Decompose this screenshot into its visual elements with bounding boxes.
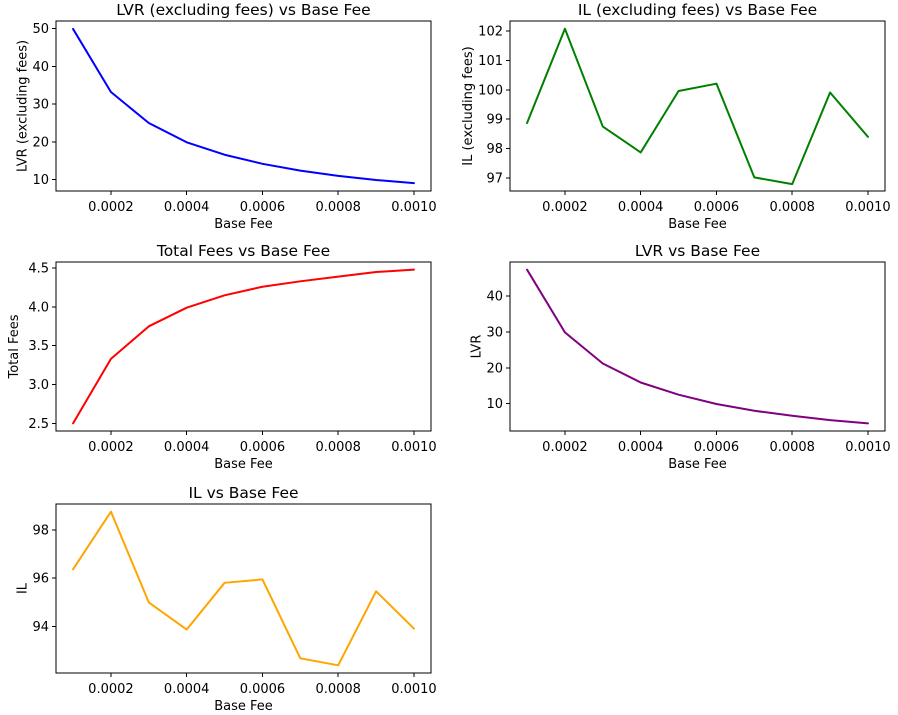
axes-frame <box>55 503 432 674</box>
subplot-4: 0.0002 0.0004 0.0006 0.0008 0.0010 10 20 30 40 LV… <box>469 242 890 472</box>
y-tick-label: 98 <box>32 523 49 538</box>
y-tick-label: 2.5 <box>28 417 49 432</box>
chart-title: LVR (excluding fees) vs Base Fee <box>116 1 370 19</box>
y-axis-label: LVR <box>469 335 484 359</box>
x-axis-label: Base Fee <box>668 217 727 232</box>
x-tick-label: 0.0008 <box>315 440 361 455</box>
y-tick-label: 99 <box>486 113 503 128</box>
x-tick-label: 0.0006 <box>694 200 740 215</box>
subplot-3: 0.0002 0.0004 0.0006 0.0008 0.0010 2.5 3.0 3.5 4… <box>7 242 437 472</box>
x-tick-label: 0.0002 <box>88 682 134 697</box>
x-tick-label: 0.0002 <box>542 200 588 215</box>
x-tick-label: 0.0010 <box>391 200 437 215</box>
series-line <box>72 510 415 667</box>
x-tick-label: 0.0002 <box>542 440 588 455</box>
axes-frame <box>55 261 432 432</box>
x-tick-label: 0.0006 <box>694 440 740 455</box>
subplot-5: 0.0002 0.0004 0.0006 0.0008 0.0010 94 96 98 IL v… <box>15 484 436 714</box>
y-tick-label: 4.5 <box>28 262 49 277</box>
y-tick-label: 20 <box>32 135 49 150</box>
series-line <box>72 268 415 425</box>
x-tick-label: 0.0006 <box>240 200 286 215</box>
x-tick-label: 0.0008 <box>769 440 815 455</box>
x-tick-label: 0.0008 <box>315 682 361 697</box>
series-line <box>72 27 415 185</box>
chart-title: IL vs Base Fee <box>188 484 298 502</box>
x-axis-label: Base Fee <box>668 457 727 472</box>
y-axis-label: IL <box>15 582 30 594</box>
x-tick-label: 0.0004 <box>164 440 210 455</box>
x-tick-label: 0.0004 <box>618 440 664 455</box>
x-tick-label: 0.0004 <box>618 200 664 215</box>
chart-title: LVR vs Base Fee <box>635 242 760 260</box>
subplot-2: 0.0002 0.0004 0.0006 0.0008 0.0010 97 98 99 100 1… <box>461 1 891 232</box>
axes-frame <box>509 20 886 192</box>
subplot-1: 0.0002 0.0004 0.0006 0.0008 0.0010 10 20 30 40 50… <box>15 1 436 232</box>
x-tick-label: 0.0002 <box>88 200 134 215</box>
x-tick-label: 0.0010 <box>391 682 437 697</box>
x-tick-label: 0.0010 <box>845 440 891 455</box>
y-tick-label: 50 <box>32 22 49 37</box>
x-axis-label: Base Fee <box>214 699 273 714</box>
y-tick-label: 101 <box>478 54 503 69</box>
y-tick-label: 30 <box>32 98 49 113</box>
chart-title: IL (excluding fees) vs Base Fee <box>578 1 817 19</box>
y-tick-label: 10 <box>486 397 503 412</box>
x-axis-label: Base Fee <box>214 457 273 472</box>
y-tick-label: 96 <box>32 572 49 587</box>
y-axis-label: LVR (excluding fees) <box>15 40 30 172</box>
y-tick-label: 94 <box>32 620 49 635</box>
x-tick-label: 0.0002 <box>88 440 134 455</box>
y-tick-label: 102 <box>478 25 503 40</box>
y-tick-label: 100 <box>478 83 503 98</box>
y-tick-label: 10 <box>32 173 49 188</box>
y-axis-label: IL (excluding fees) <box>461 46 476 165</box>
x-tick-label: 0.0010 <box>845 200 891 215</box>
x-tick-label: 0.0008 <box>769 200 815 215</box>
x-tick-label: 0.0004 <box>164 682 210 697</box>
chart-title: Total Fees vs Base Fee <box>156 242 330 260</box>
y-tick-label: 40 <box>486 290 503 305</box>
axes-frame <box>509 261 886 432</box>
y-tick-label: 97 <box>486 171 503 186</box>
y-tick-label: 4.0 <box>28 300 49 315</box>
y-tick-label: 98 <box>486 142 503 157</box>
y-tick-label: 40 <box>32 60 49 75</box>
x-tick-label: 0.0010 <box>391 440 437 455</box>
y-tick-label: 20 <box>486 361 503 376</box>
series-line <box>526 268 869 425</box>
y-tick-label: 30 <box>486 325 503 340</box>
x-tick-label: 0.0006 <box>240 682 286 697</box>
x-axis-label: Base Fee <box>214 217 273 232</box>
y-axis-label: Total Fees <box>7 314 22 379</box>
y-tick-label: 3.5 <box>28 339 49 354</box>
x-tick-label: 0.0008 <box>315 200 361 215</box>
series-line <box>526 27 869 186</box>
y-tick-label: 3.0 <box>28 378 49 393</box>
axes-frame <box>55 20 432 192</box>
x-tick-label: 0.0004 <box>164 200 210 215</box>
x-tick-label: 0.0006 <box>240 440 286 455</box>
